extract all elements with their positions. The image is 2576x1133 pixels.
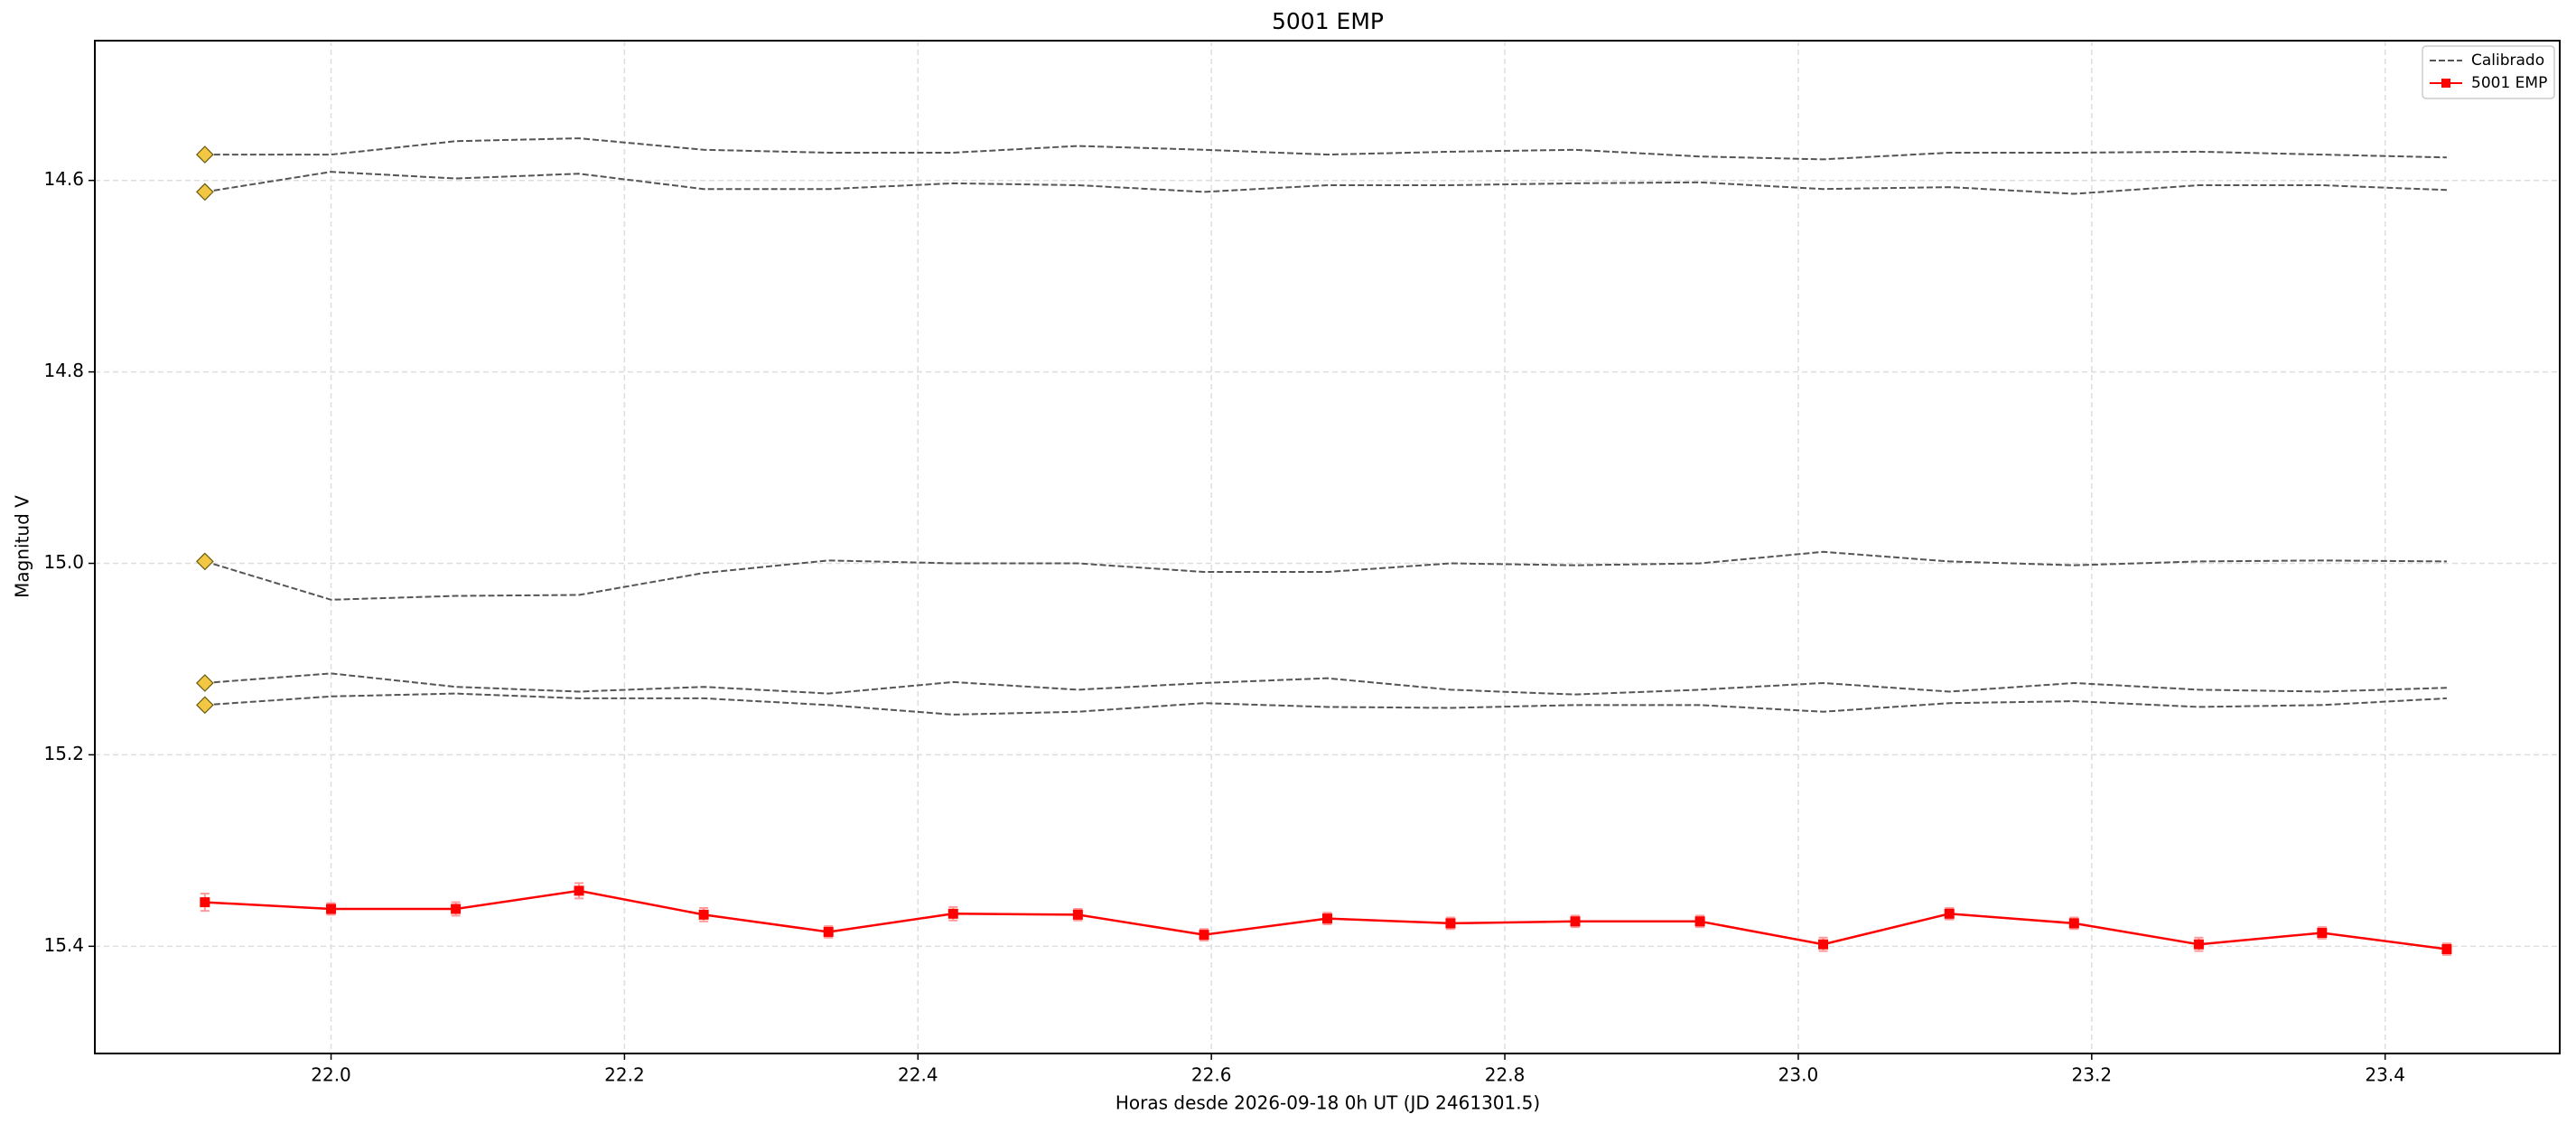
legend: Calibrado 5001 EMP (2422, 45, 2555, 99)
x-axis-label: Horas desde 2026-09-18 0h UT (JD 2461301… (1115, 1092, 1540, 1114)
data-point (1072, 909, 1083, 920)
x-tick-label: 22.8 (1485, 1064, 1526, 1086)
x-tick-label: 22.2 (604, 1064, 645, 1086)
first-point-marker (195, 552, 214, 571)
first-point-marker (195, 183, 214, 201)
first-point-marker (195, 674, 214, 692)
chart-title: 5001 EMP (1272, 8, 1384, 34)
data-point (326, 904, 337, 914)
calibrated-line (204, 672, 2447, 696)
y-tick-label: 15.0 (43, 551, 84, 573)
data-point (1445, 918, 1456, 929)
calibrated-line (204, 137, 2447, 161)
y-tick-label: 14.8 (43, 360, 84, 381)
x-tick-label: 22.6 (1191, 1064, 1232, 1086)
data-point (698, 909, 709, 920)
calibrated-line (204, 171, 2447, 195)
y-tick-label: 14.6 (43, 168, 84, 190)
first-point-marker (195, 145, 214, 164)
plot-frame (94, 40, 2561, 1054)
data-point (1818, 939, 1829, 950)
data-point (1199, 930, 1209, 941)
data-point (200, 897, 210, 908)
data-point (2317, 927, 2328, 938)
x-tick-label: 22.4 (898, 1064, 938, 1086)
data-point (1694, 916, 1705, 927)
legend-label: Calibrado (2471, 52, 2544, 70)
y-tick-label: 15.2 (43, 743, 84, 764)
legend-box (2422, 45, 2555, 99)
data-point (1322, 913, 1332, 924)
data-point (574, 885, 584, 896)
data-point (947, 908, 958, 919)
x-tick-label: 23.4 (2365, 1064, 2405, 1086)
data-point (1944, 908, 1955, 919)
data-point (2068, 918, 2079, 929)
data-point (1570, 916, 1581, 927)
x-tick-label: 23.0 (1778, 1064, 1819, 1086)
x-tick-label: 23.2 (2072, 1064, 2113, 1086)
legend-label: 5001 EMP (2471, 74, 2547, 92)
first-point-marker (195, 696, 214, 715)
x-tick-label: 22.0 (311, 1064, 351, 1086)
data-point (2193, 939, 2204, 950)
y-axis-label: Magnitud V (12, 495, 33, 598)
calibrated-line (204, 550, 2447, 601)
data-point (451, 904, 462, 914)
y-tick-label: 15.4 (43, 934, 84, 956)
data-point (2441, 944, 2452, 955)
legend-marker (2441, 79, 2450, 88)
calibrated-line (204, 692, 2447, 716)
data-point (823, 926, 834, 937)
